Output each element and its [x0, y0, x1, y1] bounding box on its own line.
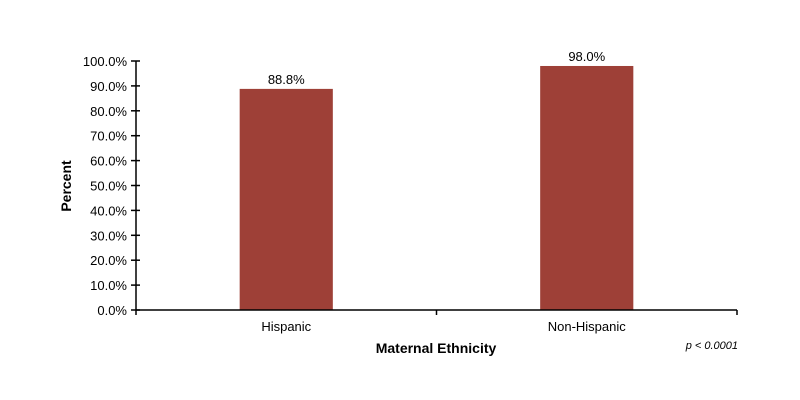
bar-hispanic: [239, 88, 333, 310]
x-tick-label: Hispanic: [261, 319, 311, 334]
y-tick-label: 70.0%: [90, 129, 127, 144]
p-value-annotation: p < 0.0001: [685, 340, 738, 352]
data-label: 98.0%: [568, 49, 605, 64]
y-axis-ticks: 0.0% 10.0% 20.0% 30.0% 40.0% 50.0% 60.0% 70.0% 8…: [83, 54, 140, 318]
y-axis-title: Percent: [58, 160, 74, 212]
bar-non-hispanic: [540, 65, 634, 310]
y-tick-label: 60.0%: [90, 154, 127, 169]
data-label: 88.8%: [268, 72, 305, 87]
y-tick-label: 80.0%: [90, 104, 127, 119]
y-tick-label: 40.0%: [90, 203, 127, 218]
x-axis-title: Maternal Ethnicity: [376, 340, 497, 356]
y-tick-label: 30.0%: [90, 228, 127, 243]
x-axis-ticks: Hispanic Non-Hispanic: [135, 310, 738, 334]
y-tick-label: 20.0%: [90, 253, 127, 268]
y-tick-label: 50.0%: [90, 179, 127, 194]
x-tick-label: Non-Hispanic: [548, 319, 627, 334]
y-tick-label: 0.0%: [97, 303, 127, 318]
bars: 88.8% 98.0%: [239, 49, 634, 310]
y-tick-label: 100.0%: [83, 54, 128, 69]
y-tick-label: 10.0%: [90, 278, 127, 293]
y-tick-label: 90.0%: [90, 79, 127, 94]
